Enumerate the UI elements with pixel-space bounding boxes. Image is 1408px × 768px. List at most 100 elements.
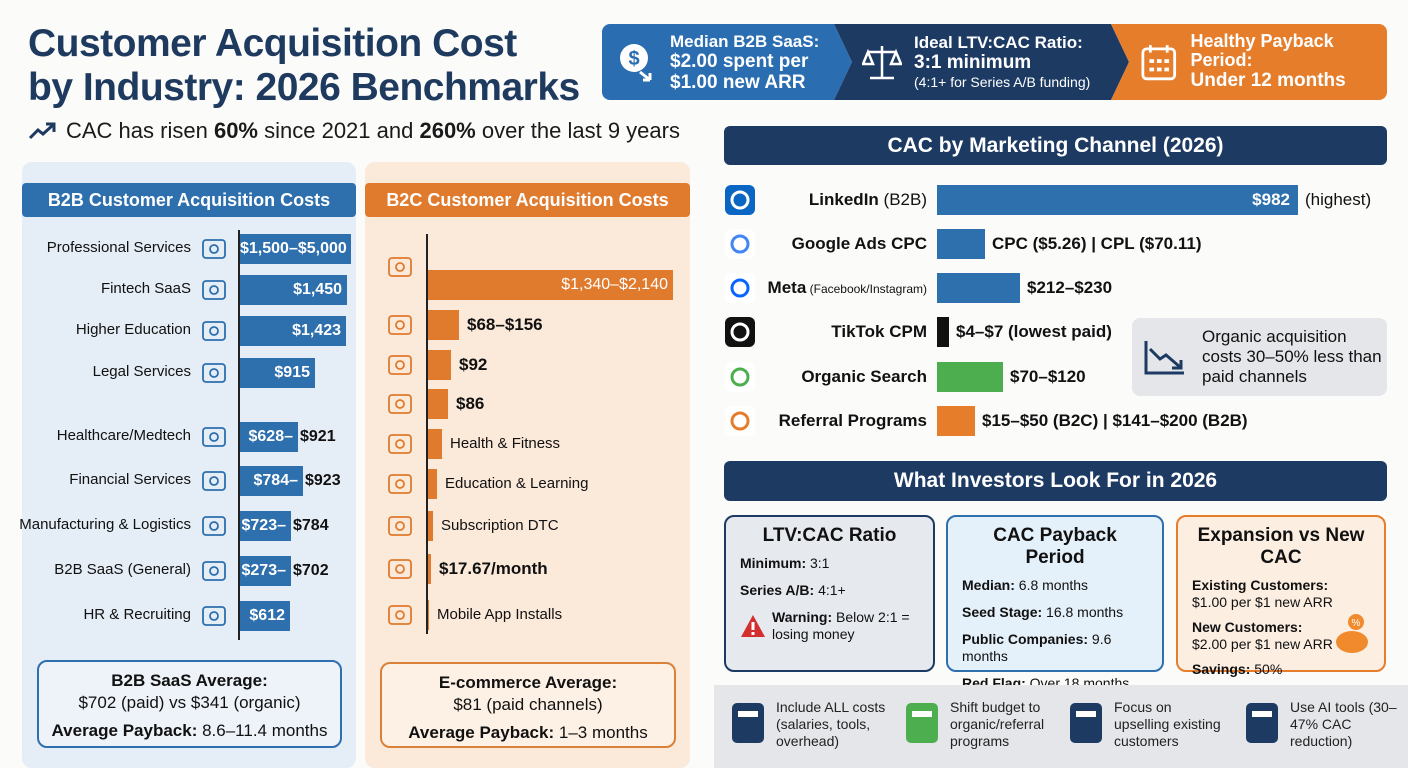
b2c-bar-label: $68–$156 bbox=[467, 315, 543, 334]
channels-header: CAC by Marketing Channel (2026) bbox=[724, 126, 1387, 165]
stethoscope-icon bbox=[198, 422, 230, 452]
phone-download-icon bbox=[383, 600, 417, 630]
b2c-bar bbox=[428, 350, 451, 380]
title-line-1: Customer Acquisition Cost bbox=[28, 22, 517, 65]
b2b-bar-label-outside: $702 bbox=[293, 562, 329, 579]
channel-row: Meta (Facebook/Instagram) $212–$230 bbox=[720, 273, 1400, 303]
b2b-header: B2B Customer Acquisition Costs bbox=[22, 183, 356, 217]
channel-row: Google Ads CPC CPC ($5.26) | CPL ($70.11) bbox=[720, 229, 1400, 259]
channel-label: Organic Search bbox=[801, 362, 927, 392]
b2b-bar bbox=[240, 422, 298, 452]
channel-value: CPC ($5.26) | CPL ($70.11) bbox=[992, 234, 1202, 253]
fintech-icon bbox=[198, 275, 230, 305]
channel-bar bbox=[937, 362, 1003, 392]
channel-row: LinkedIn (B2B) $982 (highest) bbox=[720, 185, 1400, 215]
b2b-bar bbox=[240, 556, 291, 586]
b2b-bar-label-outside: $923 bbox=[305, 472, 341, 489]
b2b-bar-label: $628– bbox=[248, 428, 294, 445]
channel-name: LinkedIn bbox=[808, 190, 879, 209]
b2b-bar bbox=[240, 234, 351, 264]
tip-text: Use AI tools (30–47% CAC reduction) bbox=[1290, 699, 1397, 749]
briefcase-icon bbox=[198, 234, 230, 264]
channel-value: $15–$50 (B2C) | $141–$200 (B2B) bbox=[982, 411, 1248, 430]
b2c-bar bbox=[428, 389, 448, 419]
gears-icon bbox=[198, 511, 230, 541]
b2b-bar-label-outside: $784 bbox=[293, 517, 329, 534]
svg-text:$: $ bbox=[628, 48, 639, 70]
organic-callout: Organic acquisition costs 30–50% less th… bbox=[1132, 318, 1387, 396]
calculator-icon bbox=[728, 699, 768, 751]
tip-item: Shift budget to organic/referral program… bbox=[902, 699, 1060, 751]
piggy-bank-icon: % bbox=[1336, 614, 1368, 653]
robot-icon bbox=[1242, 699, 1282, 751]
tip-text: Include ALL costs (salaries, tools, over… bbox=[776, 699, 886, 749]
b2c-row: Education & Learning bbox=[365, 469, 690, 499]
referral-icon bbox=[722, 404, 758, 438]
graduation-cap-icon bbox=[198, 316, 230, 346]
b2b-category-label: Fintech SaaS bbox=[100, 280, 191, 297]
b2b-row: Financial Services $784– $923 bbox=[22, 466, 356, 496]
b2c-row: Subscription DTC bbox=[365, 511, 690, 541]
b2c-bar bbox=[428, 270, 673, 300]
calendar-icon bbox=[1141, 45, 1177, 81]
growth-chart-icon bbox=[1066, 699, 1106, 751]
b2c-row: Health & Fitness bbox=[365, 429, 690, 459]
b2c-bar-label: Health & Fitness bbox=[450, 435, 561, 452]
b2c-summary: E-commerce Average: $81 (paid channels) … bbox=[380, 662, 676, 748]
channel-bar bbox=[937, 317, 949, 347]
box-icon bbox=[383, 511, 417, 541]
card-payback: CAC Payback Period Median: 6.8 months Se… bbox=[946, 515, 1164, 718]
cloud-gear-icon bbox=[198, 556, 230, 586]
card-ltv-cac: LTV:CAC Ratio Minimum: 3:1 Series A/B: 4… bbox=[724, 515, 935, 672]
page-title: Customer Acquisition Cost by Industry: 2… bbox=[28, 22, 580, 110]
channel-value: $4–$7 (lowest paid) bbox=[956, 322, 1112, 341]
channel-value: $212–$230 bbox=[1027, 278, 1113, 297]
channel-name: Google Ads CPC bbox=[791, 234, 927, 253]
b2b-bar bbox=[240, 358, 315, 388]
channel-row: Referral Programs $15–$50 (B2C) | $141–$2… bbox=[720, 406, 1400, 436]
tip-text: Focus on upselling existing customers bbox=[1114, 699, 1221, 749]
b2b-category-label: HR & Recruiting bbox=[83, 606, 191, 623]
b2b-bar bbox=[240, 601, 290, 631]
channel-label: LinkedIn (B2B) bbox=[809, 185, 927, 215]
b2c-row: $17.67/month bbox=[365, 554, 690, 584]
channel-sub: (B2B) bbox=[878, 190, 927, 209]
trend-up-icon bbox=[28, 122, 56, 140]
b2b-bar-label: $273– bbox=[241, 562, 287, 579]
b2c-bar bbox=[428, 600, 429, 630]
b2b-axis bbox=[238, 230, 240, 640]
warning-icon bbox=[741, 615, 765, 637]
b2b-category-label: B2B SaaS (General) bbox=[54, 561, 191, 578]
title-line-2: by Industry: 2026 Benchmarks bbox=[28, 66, 580, 109]
b2c-row: $68–$156 bbox=[365, 310, 690, 340]
b2b-bar-label: $1,450 bbox=[293, 281, 342, 298]
b2c-axis bbox=[426, 234, 428, 634]
channel-value-inside: $982 bbox=[1252, 190, 1290, 209]
wallet-phone-icon bbox=[383, 242, 417, 292]
b2c-row: $92 bbox=[365, 350, 690, 380]
b2b-category-label: Higher Education bbox=[75, 321, 191, 338]
investors-header: What Investors Look For in 2026 bbox=[724, 461, 1387, 501]
magnifier-person-icon bbox=[198, 601, 230, 631]
b2c-bar-label: Subscription DTC bbox=[441, 517, 559, 534]
b2b-row: Healthcare/Medtech $628– $921 bbox=[22, 422, 356, 452]
b2c-bar-label: $17.67/month bbox=[439, 559, 548, 578]
b2c-bar bbox=[428, 429, 442, 459]
meta-icon bbox=[722, 271, 758, 305]
b2b-category-label: Healthcare/Medtech bbox=[56, 427, 191, 444]
b2c-bar bbox=[428, 511, 433, 541]
tips-strip: Include ALL costs (salaries, tools, over… bbox=[714, 685, 1408, 768]
b2b-bar bbox=[240, 275, 347, 305]
banner-ltv-cac: Ideal LTV:CAC Ratio: 3:1 minimum (4:1+ for… bbox=[834, 24, 1129, 100]
bank-icon bbox=[198, 466, 230, 496]
b2c-bar bbox=[428, 310, 459, 340]
channel-name: Organic Search bbox=[801, 367, 927, 386]
cart-icon bbox=[383, 310, 417, 340]
b2b-category-label: Manufacturing & Logistics bbox=[19, 516, 191, 533]
banner-median-saas: $ Median B2B SaaS: $2.00 spent per $1.00 n… bbox=[602, 24, 852, 100]
b2b-category-label: Professional Services bbox=[46, 239, 191, 256]
tiktok-icon bbox=[722, 315, 758, 349]
b2b-bar-label: $915 bbox=[274, 364, 310, 381]
b2b-bar-label: $1,423 bbox=[292, 322, 341, 339]
tip-item: Include ALL costs (salaries, tools, over… bbox=[728, 699, 886, 751]
